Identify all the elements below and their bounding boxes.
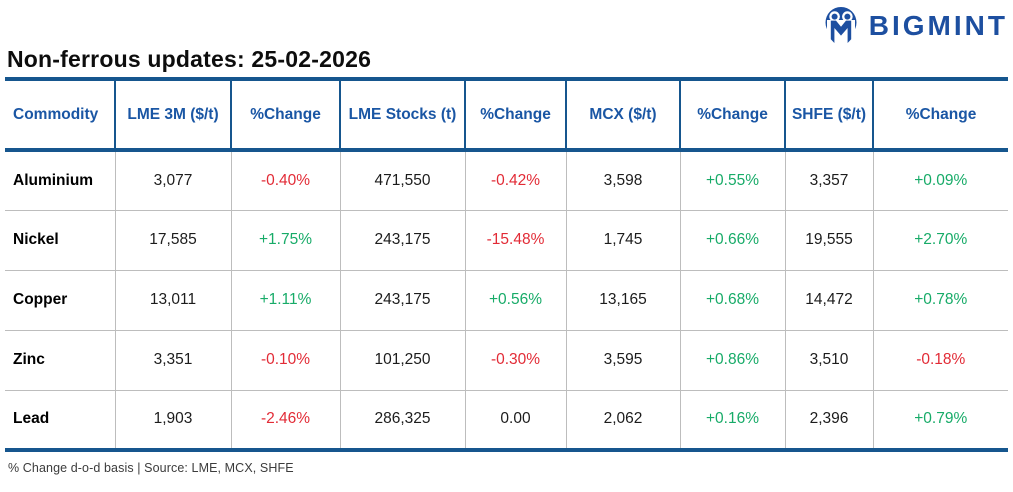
cell-mcx-change: +0.66%	[679, 209, 785, 270]
cell-shfe: 3,357	[784, 150, 873, 210]
cell-mcx-change: +0.68%	[679, 269, 785, 330]
cell-shfe: 19,555	[784, 209, 873, 270]
cell-lme-stocks-change: -0.30%	[464, 329, 566, 390]
header-row: Commodity LME 3M ($/t) %Change LME Stocks (…	[5, 79, 1008, 152]
cell-lme-stocks: 243,175	[339, 209, 465, 270]
cell-shfe-change: -0.18%	[872, 329, 1008, 390]
cell-lme-stocks: 286,325	[339, 389, 465, 450]
cell-lme-3m: 17,585	[114, 209, 231, 270]
cell-shfe-change: +0.78%	[872, 269, 1008, 330]
column-header-commodity: Commodity	[5, 79, 115, 152]
cell-mcx: 2,062	[565, 389, 680, 450]
cell-mcx-change: +0.55%	[679, 150, 785, 210]
brand-logo: BIGMINT	[821, 5, 1008, 47]
page-title: Non-ferrous updates: 25-02-2026	[7, 46, 372, 72]
table-body: Aluminium 3,077 -0.40% 471,550 -0.42% 3,598 +0…	[5, 150, 1008, 450]
cell-lme-3m-change: -2.46%	[230, 389, 340, 450]
cell-lme-stocks: 243,175	[339, 269, 465, 330]
cell-shfe-change: +0.79%	[872, 389, 1008, 450]
table-row-copper: Copper 13,011 +1.11% 243,175 +0.56% 13,165 +0.…	[5, 269, 1008, 330]
cell-lme-stocks: 101,250	[339, 329, 465, 390]
cell-lme-3m: 3,351	[114, 329, 231, 390]
cell-shfe: 14,472	[784, 269, 873, 330]
cell-mcx-change: +0.16%	[679, 389, 785, 450]
cell-shfe: 2,396	[784, 389, 873, 450]
column-header-mcx-change: %Change	[679, 79, 785, 152]
footer-note: % Change d-o-d basis | Source: LME, MCX,…	[8, 461, 294, 475]
cell-lme-3m: 1,903	[114, 389, 231, 450]
column-header-shfe-change: %Change	[872, 79, 1008, 152]
table-row-nickel: Nickel 17,585 +1.75% 243,175 -15.48% 1,745 +0.…	[5, 209, 1008, 270]
column-header-shfe: SHFE ($/t)	[784, 79, 873, 152]
cell-lme-stocks-change: -15.48%	[464, 209, 566, 270]
cell-mcx-change: +0.86%	[679, 329, 785, 390]
column-header-lme-3m: LME 3M ($/t)	[114, 79, 231, 152]
cell-shfe-change: +2.70%	[872, 209, 1008, 270]
cell-shfe: 3,510	[784, 329, 873, 390]
cell-mcx: 3,595	[565, 329, 680, 390]
cell-commodity: Copper	[5, 269, 115, 330]
column-header-lme-stocks: LME Stocks (t)	[339, 79, 465, 152]
cell-lme-3m: 3,077	[114, 150, 231, 210]
non-ferrous-prices-table: Commodity LME 3M ($/t) %Change LME Stocks (…	[5, 77, 1008, 452]
cell-mcx: 1,745	[565, 209, 680, 270]
cell-lme-stocks: 471,550	[339, 150, 465, 210]
table-row-zinc: Zinc 3,351 -0.10% 101,250 -0.30% 3,595 +0.86% 3…	[5, 329, 1008, 390]
cell-shfe-change: +0.09%	[872, 150, 1008, 210]
cell-lme-stocks-change: -0.42%	[464, 150, 566, 210]
cell-lme-3m: 13,011	[114, 269, 231, 330]
cell-mcx: 13,165	[565, 269, 680, 330]
cell-lme-stocks-change: +0.56%	[464, 269, 566, 330]
column-header-lme-3m-change: %Change	[230, 79, 340, 152]
table-row-lead: Lead 1,903 -2.46% 286,325 0.00 2,062 +0.16% 2,3…	[5, 389, 1008, 450]
table-row-aluminium: Aluminium 3,077 -0.40% 471,550 -0.42% 3,598 +0…	[5, 150, 1008, 210]
cell-lme-3m-change: -0.40%	[230, 150, 340, 210]
cell-lme-stocks-change: 0.00	[464, 389, 566, 450]
top-bar: BIGMINT Non-ferrous updates: 25-02-2026	[5, 0, 1008, 77]
cell-lme-3m-change: +1.75%	[230, 209, 340, 270]
cell-commodity: Lead	[5, 389, 115, 450]
cell-mcx: 3,598	[565, 150, 680, 210]
cell-commodity: Aluminium	[5, 150, 115, 210]
column-header-mcx: MCX ($/t)	[565, 79, 680, 152]
bigmint-m-icon	[821, 5, 861, 47]
cell-commodity: Nickel	[5, 209, 115, 270]
column-header-lme-stocks-change: %Change	[464, 79, 566, 152]
cell-lme-3m-change: -0.10%	[230, 329, 340, 390]
cell-commodity: Zinc	[5, 329, 115, 390]
cell-lme-3m-change: +1.11%	[230, 269, 340, 330]
brand-wordmark: BIGMINT	[868, 10, 1008, 41]
